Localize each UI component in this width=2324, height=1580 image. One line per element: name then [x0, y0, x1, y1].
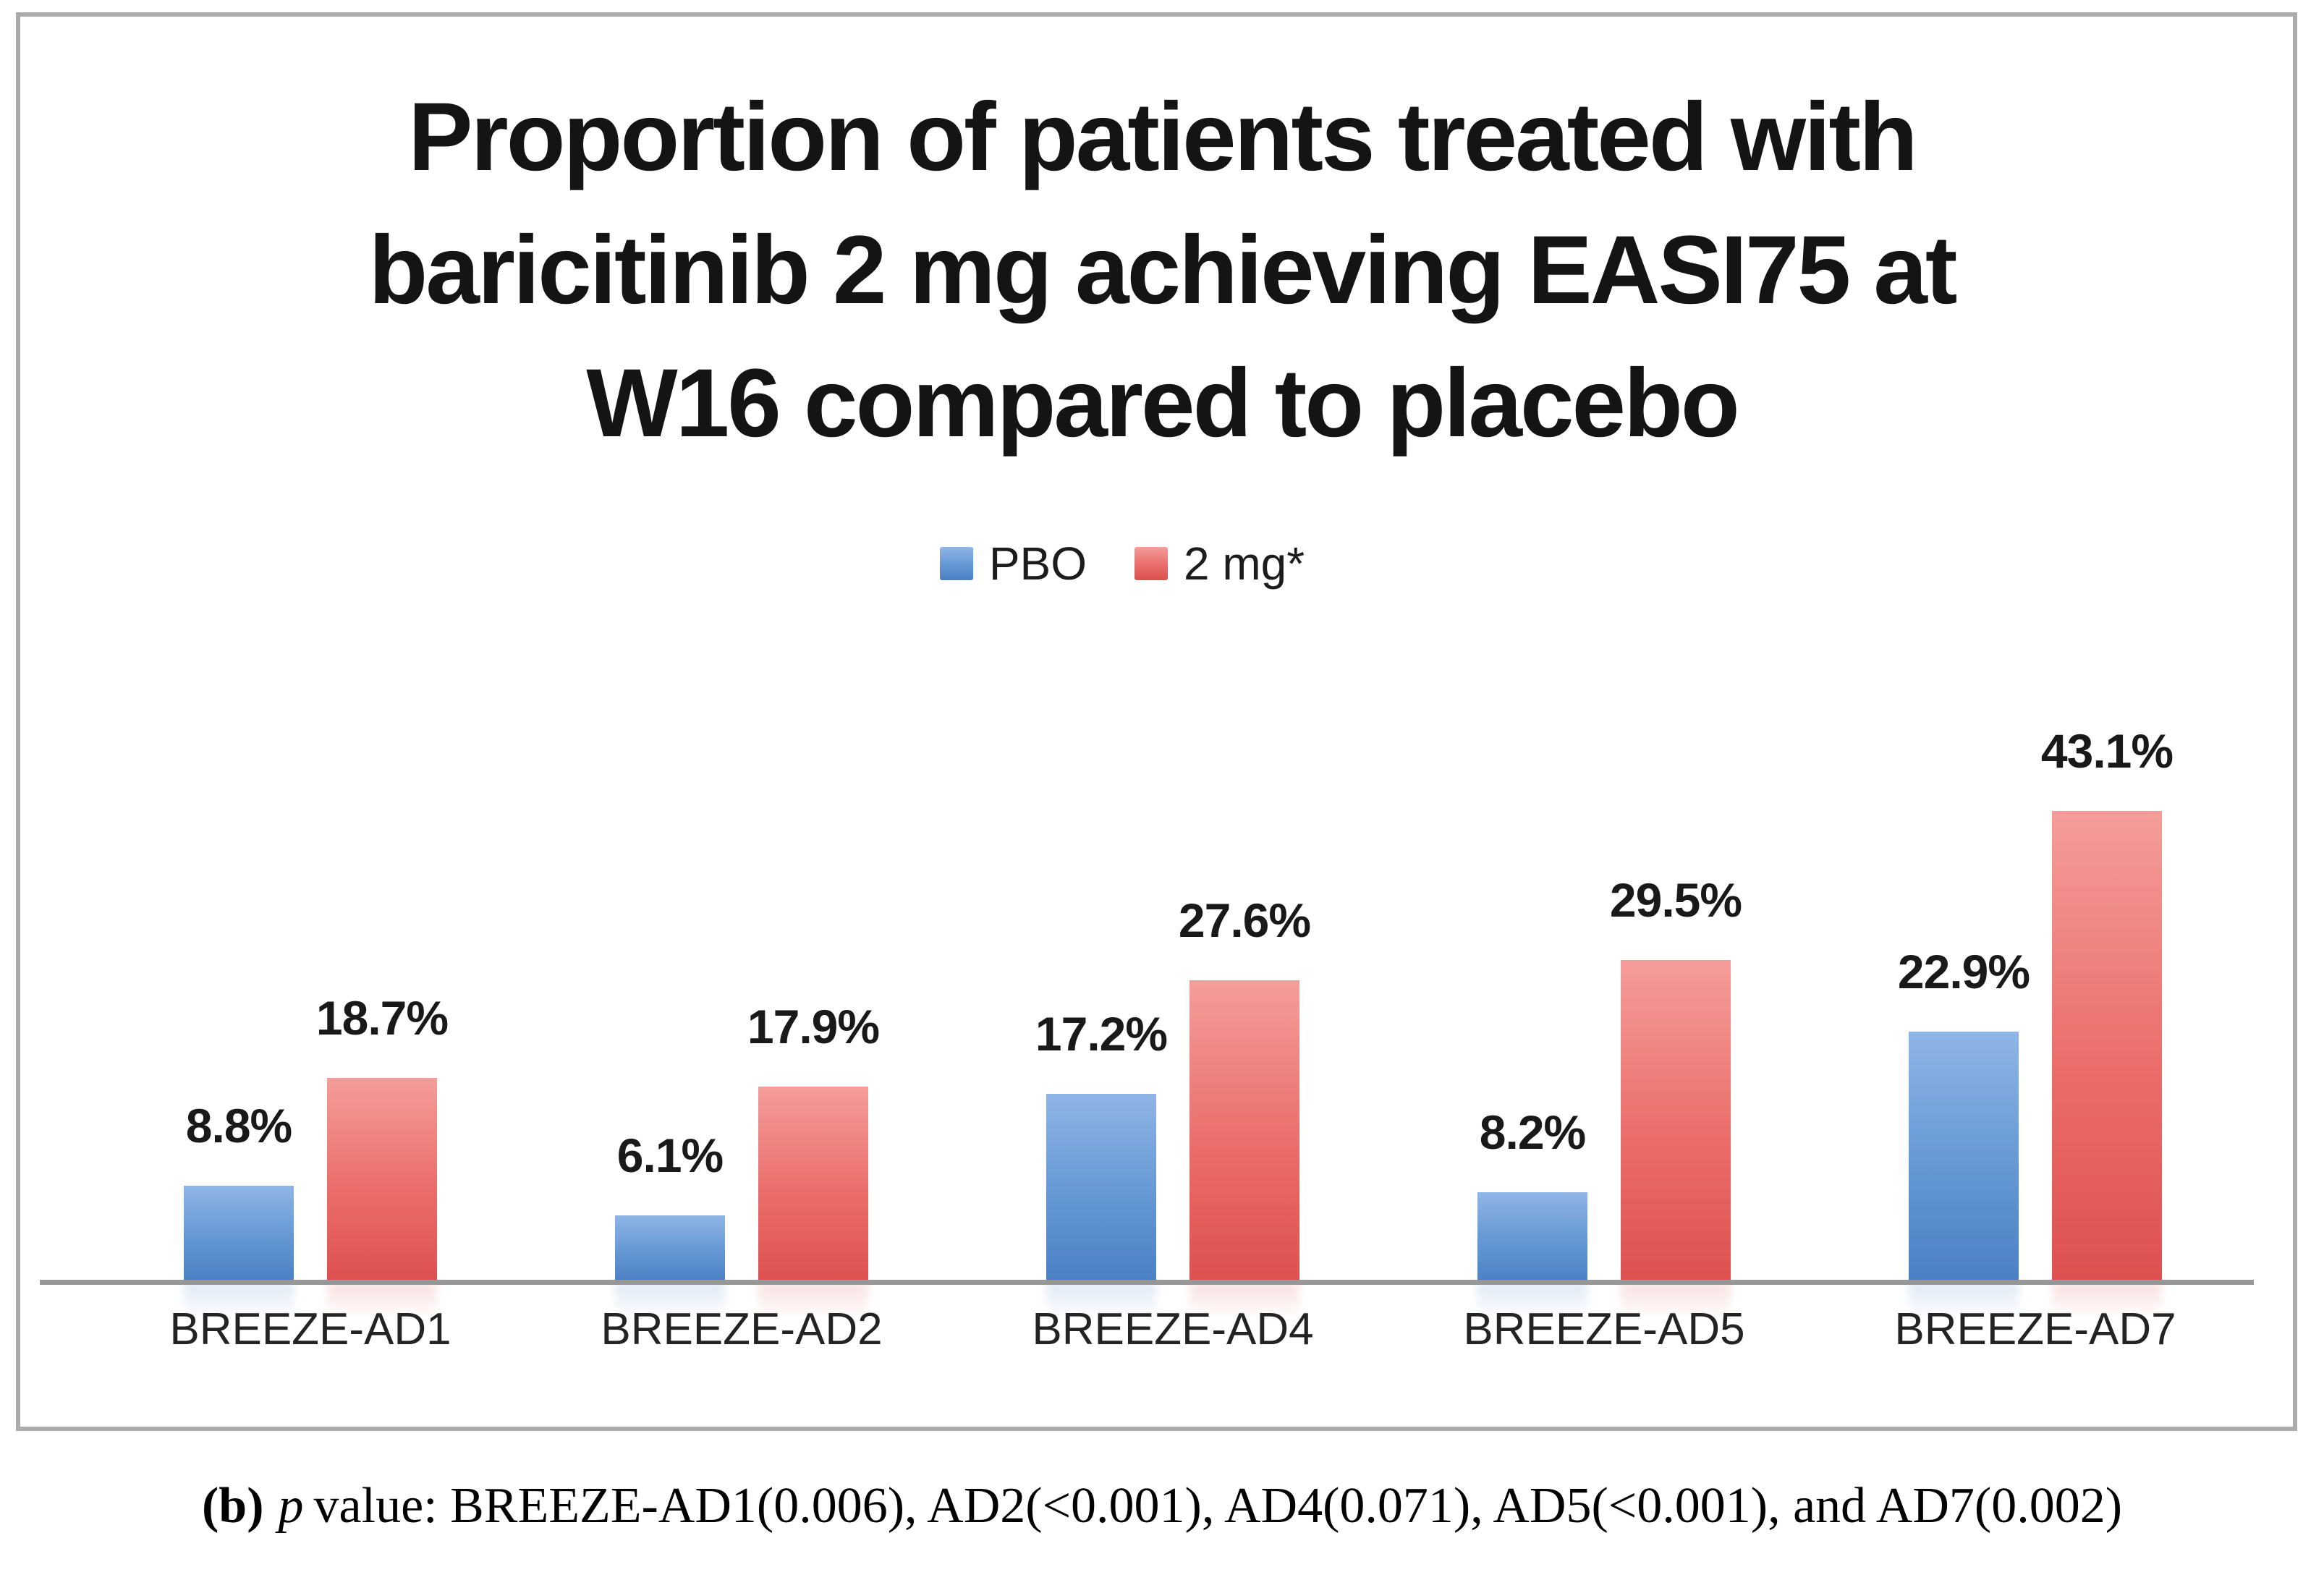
bar-pbo-breeze-ad1 — [184, 1186, 294, 1282]
legend-item-pbo: PBO — [939, 537, 1087, 590]
legend-label-2mg: 2 mg* — [1183, 538, 1305, 590]
bar-reflection — [2052, 1282, 2162, 1320]
bar-group-breeze-ad1: 8.8% 18.7% — [184, 718, 449, 1320]
value-label-2mg-breeze-ad7: 43.1% — [2040, 724, 2174, 778]
caption-text: value: BREEZE-AD1(0.006), AD2(<0.001), A… — [313, 1478, 2123, 1534]
legend-label-pbo: PBO — [988, 538, 1087, 590]
figure-caption: (b) p value: BREEZE-AD1(0.006), AD2(<0.001… — [0, 1477, 2324, 1535]
bar-pbo-breeze-ad7 — [1909, 1032, 2019, 1282]
value-label-pbo-breeze-ad2: 6.1% — [616, 1129, 724, 1182]
chart-title: Proportion of patients treated with bari… — [0, 71, 2324, 470]
x-axis-label-breeze-ad7: BREEZE-AD7 — [1894, 1304, 2176, 1354]
bar-reflection — [1046, 1282, 1156, 1320]
value-label-2mg-breeze-ad2: 17.9% — [747, 1000, 880, 1053]
bar-2mg-breeze-ad5 — [1621, 960, 1731, 1282]
value-label-2mg-breeze-ad4: 27.6% — [1178, 893, 1311, 947]
bar-reflection — [615, 1282, 725, 1320]
bar-group-breeze-ad5: 8.2% 29.5% — [1477, 718, 1742, 1320]
x-axis-line — [40, 1280, 2254, 1285]
bar-group-breeze-ad7: 22.9% 43.1% — [1898, 718, 2174, 1320]
chart-title-line-2: baricitinib 2 mg achieving EASI75 at — [368, 216, 1957, 324]
x-axis-label-breeze-ad5: BREEZE-AD5 — [1463, 1304, 1745, 1354]
bar-pbo-breeze-ad2 — [615, 1215, 725, 1282]
x-axis-label-breeze-ad2: BREEZE-AD2 — [601, 1304, 883, 1354]
x-axis-label-breeze-ad4: BREEZE-AD4 — [1032, 1304, 1314, 1354]
plot-area: 8.8% 18.7% 6.1% 17.9% 17.2% 27.6% 8.2% 29.5% 22.… — [40, 718, 2254, 1320]
value-label-pbo-breeze-ad5: 8.2% — [1479, 1105, 1586, 1159]
bar-2mg-breeze-ad2 — [758, 1087, 868, 1282]
legend-swatch-2mg — [1134, 547, 1168, 580]
chart-title-line-1: Proportion of patients treated with — [408, 83, 1918, 191]
value-label-2mg-breeze-ad1: 18.7% — [315, 991, 449, 1045]
bar-reflection — [1189, 1282, 1299, 1320]
caption-p-symbol: p — [278, 1478, 304, 1534]
bar-reflection — [1621, 1282, 1731, 1320]
bar-reflection — [1909, 1282, 2019, 1320]
bar-2mg-breeze-ad4 — [1189, 980, 1299, 1282]
bar-group-breeze-ad2: 6.1% 17.9% — [615, 718, 880, 1320]
legend-item-2mg: 2 mg* — [1134, 537, 1305, 590]
value-label-pbo-breeze-ad1: 8.8% — [185, 1099, 292, 1152]
value-label-pbo-breeze-ad7: 22.9% — [1897, 945, 2030, 998]
caption-panel-marker: (b) — [201, 1478, 264, 1534]
bar-pbo-breeze-ad5 — [1477, 1192, 1587, 1282]
x-axis-label-breeze-ad1: BREEZE-AD1 — [169, 1304, 451, 1354]
bar-2mg-breeze-ad1 — [327, 1078, 437, 1282]
bar-group-breeze-ad4: 17.2% 27.6% — [1035, 718, 1311, 1320]
x-axis-labels: BREEZE-AD1 BREEZE-AD2 BREEZE-AD4 BREEZE-AD5… — [43, 1304, 2254, 1370]
value-label-2mg-breeze-ad5: 29.5% — [1609, 873, 1742, 927]
bar-pbo-breeze-ad4 — [1046, 1094, 1156, 1282]
bar-2mg-breeze-ad7 — [2052, 811, 2162, 1282]
value-label-pbo-breeze-ad4: 17.2% — [1035, 1007, 1168, 1061]
bar-reflection — [184, 1282, 294, 1320]
bar-reflection — [758, 1282, 868, 1320]
legend: PBO 2 mg* — [0, 537, 2284, 590]
legend-swatch-pbo — [939, 547, 973, 580]
bar-reflection — [1477, 1282, 1587, 1320]
chart-title-line-3: W16 compared to placebo — [586, 349, 1739, 457]
bar-reflection — [327, 1282, 437, 1320]
